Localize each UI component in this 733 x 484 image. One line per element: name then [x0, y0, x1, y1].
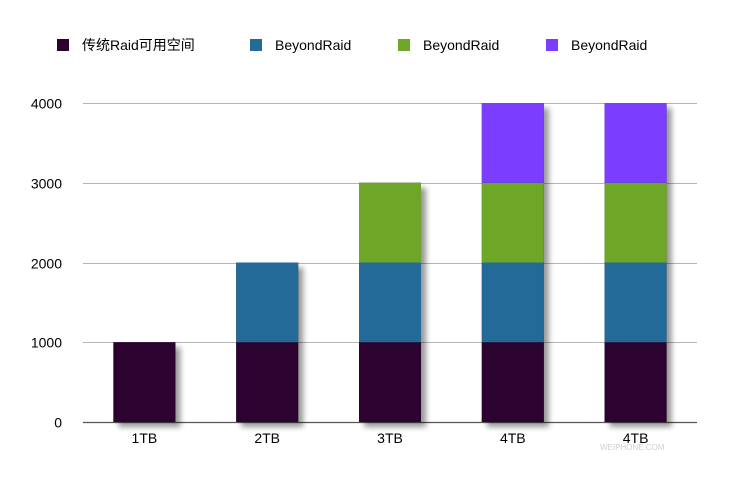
- bar-stack: [604, 103, 667, 422]
- bar-segment: [604, 182, 667, 263]
- bar-segment: [481, 342, 544, 422]
- legend-item: BeyondRaid: [546, 37, 647, 53]
- watermark-text: WEIPHONE.COM: [600, 443, 665, 452]
- legend-item: BeyondRaid: [398, 37, 499, 53]
- bar-segment: [481, 182, 544, 263]
- bar-segment: [359, 182, 421, 263]
- legend: 传统Raid可用空间 BeyondRaid BeyondRaid BeyondRaid: [57, 37, 647, 53]
- x-axis: 1TB 2TB 3TB 4TB 4TB: [132, 430, 649, 446]
- legend-swatch: [546, 39, 558, 51]
- bar-segment: [481, 262, 544, 343]
- legend-swatch: [250, 39, 262, 51]
- bar-segment: [604, 103, 667, 183]
- bar-segment: [604, 262, 667, 343]
- x-tick-label: 2TB: [254, 430, 280, 446]
- bar-stack: [236, 262, 299, 422]
- legend-swatch: [398, 39, 410, 51]
- bar-segment: [359, 342, 421, 422]
- bar-segment: [236, 262, 299, 343]
- y-tick-label: 4000: [31, 96, 62, 112]
- x-tick-label: 4TB: [500, 430, 526, 446]
- legend-label: BeyondRaid: [275, 37, 351, 53]
- x-tick-label: 4TB: [623, 430, 649, 446]
- bar-segment: [604, 342, 667, 422]
- legend-label: BeyondRaid: [423, 37, 499, 53]
- legend-label: BeyondRaid: [571, 37, 647, 53]
- bar-stack: [113, 342, 176, 422]
- bar-segment: [481, 103, 544, 183]
- legend-item: 传统Raid可用空间: [57, 37, 195, 53]
- watermark: WEIPHONE.COM: [600, 443, 665, 452]
- legend-label: 传统Raid可用空间: [82, 37, 195, 53]
- y-tick-label: 3000: [31, 176, 62, 192]
- x-tick-label: 1TB: [132, 430, 158, 446]
- x-tick-label: 3TB: [377, 430, 403, 446]
- y-tick-label: 0: [54, 415, 62, 431]
- bars: [113, 103, 667, 422]
- bar-segment: [236, 342, 299, 422]
- y-tick-label: 2000: [31, 256, 62, 272]
- y-axis: 0 1000 2000 3000 4000: [31, 96, 62, 431]
- bar-segment: [113, 342, 176, 422]
- y-tick-label: 1000: [31, 335, 62, 351]
- bar-stack: [481, 103, 544, 422]
- legend-item: BeyondRaid: [250, 37, 351, 53]
- bar-stack: [359, 182, 421, 422]
- legend-swatch: [57, 39, 69, 51]
- bar-segment: [359, 262, 421, 343]
